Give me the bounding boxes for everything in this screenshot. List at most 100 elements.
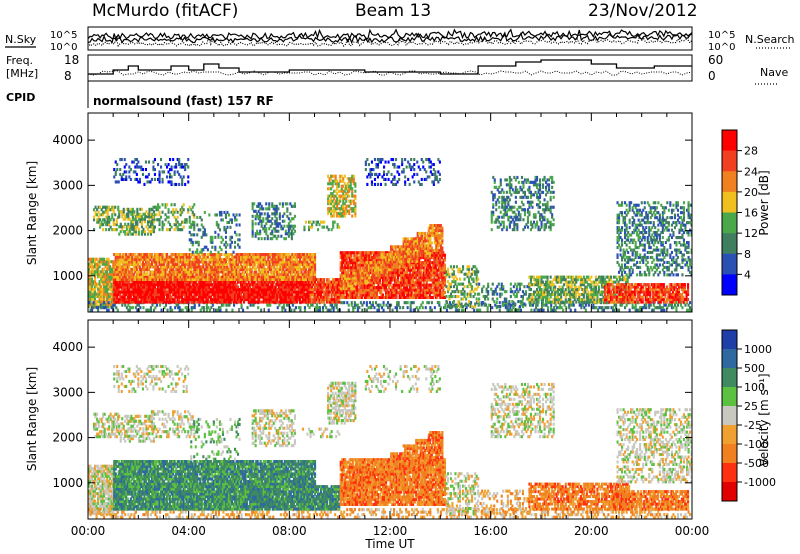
heatmap-cell: [108, 220, 111, 224]
heatmap-cell: [308, 277, 311, 281]
heatmap-cell: [184, 218, 187, 222]
heatmap-cell: [200, 295, 203, 299]
heatmap-cell: [163, 298, 166, 302]
heatmap-cell: [140, 300, 143, 304]
heatmap-cell: [314, 255, 317, 259]
heatmap-cell: [164, 258, 167, 262]
heatmap-cell: [179, 277, 182, 281]
heatmap-cell: [217, 265, 220, 269]
heatmap-cell: [351, 214, 354, 218]
heatmap-cell: [163, 265, 166, 269]
heatmap-cell: [172, 277, 175, 281]
heatmap-cell: [193, 260, 196, 264]
heatmap-cell: [95, 267, 98, 271]
heatmap-cell: [241, 275, 244, 279]
heatmap-cell: [338, 293, 341, 297]
heatmap-cell: [91, 262, 94, 266]
heatmap-cell: [94, 275, 97, 279]
heatmap-cell: [284, 232, 287, 236]
heatmap-cell: [270, 288, 273, 292]
heatmap-cell: [152, 300, 155, 304]
heatmap-cell: [188, 298, 191, 302]
heatmap-cell: [240, 280, 243, 284]
heatmap-cell: [169, 270, 172, 274]
heatmap-cell: [285, 280, 288, 284]
heatmap-cell: [206, 298, 209, 302]
heatmap-cell: [383, 283, 386, 287]
heatmap-cell: [689, 308, 692, 312]
heatmap-cell: [344, 291, 347, 295]
heatmap-cell: [113, 267, 116, 271]
heatmap-cell: [98, 292, 101, 296]
heatmap-cell: [218, 288, 222, 292]
heatmap-cell: [143, 280, 146, 284]
heatmap-cell: [593, 306, 596, 310]
heatmap-cell: [94, 282, 97, 286]
heatmap-cell: [301, 280, 305, 284]
heatmap-cell: [333, 194, 336, 198]
heatmap-cell: [160, 258, 163, 262]
heatmap-cell: [197, 260, 200, 264]
heatmap-cell: [288, 280, 291, 284]
heatmap-cell: [122, 280, 125, 284]
heatmap-cell: [226, 303, 230, 307]
heatmap-cell: [273, 262, 276, 266]
heatmap-cell: [271, 232, 274, 236]
heatmap-cell: [121, 225, 124, 229]
heatmap-cell: [109, 225, 112, 229]
heatmap-cell: [187, 210, 190, 214]
heatmap-cell: [255, 272, 258, 276]
heatmap-cell: [218, 275, 222, 279]
heatmap-cell: [342, 271, 345, 275]
heatmap-cell: [348, 253, 351, 257]
heatmap-cell: [312, 275, 315, 279]
heatmap-cell: [263, 212, 266, 216]
heatmap-cell: [229, 265, 232, 269]
heatmap-cell: [134, 258, 137, 262]
heatmap-cell: [203, 293, 206, 297]
noise-trace-line: [87, 34, 693, 48]
heatmap-cell: [448, 301, 452, 305]
heatmap-cell: [197, 300, 200, 304]
heatmap-cell: [260, 308, 263, 312]
heatmap-cell: [137, 295, 140, 299]
heatmap-cell: [130, 227, 133, 231]
heatmap-cell: [247, 285, 250, 289]
heatmap-cell: [252, 265, 255, 269]
heatmap-cell: [339, 261, 342, 265]
heatmap-cell: [134, 265, 137, 269]
heatmap-cell: [97, 295, 100, 299]
heatmap-cell: [190, 208, 193, 212]
heatmap-cell: [584, 303, 587, 307]
heatmap-cell: [229, 258, 232, 262]
heatmap-cell: [270, 270, 273, 274]
heatmap-cell: [679, 303, 683, 307]
heatmap-cell: [214, 275, 217, 279]
heatmap-cell: [348, 291, 351, 295]
heatmap-cell: [113, 303, 116, 307]
heatmap-cell: [569, 308, 572, 312]
heatmap-cell: [98, 300, 101, 304]
heatmap-cell: [138, 255, 141, 259]
heatmap-cell: [365, 308, 368, 312]
heatmap-cell: [94, 302, 97, 306]
heatmap-cell: [150, 283, 154, 287]
heatmap-cell: [116, 253, 119, 257]
heatmap-cell: [103, 277, 106, 281]
heatmap-cell: [230, 293, 234, 297]
heatmap-cell: [161, 228, 164, 232]
heatmap-cell: [164, 203, 167, 207]
heatmap-cell: [323, 303, 326, 307]
heatmap-cell: [191, 288, 194, 292]
heatmap-cell: [147, 290, 151, 294]
heatmap-cell: [139, 212, 142, 216]
heatmap-cell: [262, 280, 265, 284]
heatmap-cell: [297, 272, 300, 276]
heatmap-cell: [140, 230, 144, 234]
heatmap-cell: [129, 272, 132, 276]
heatmap-cell: [138, 300, 141, 304]
heatmap-cell: [134, 277, 137, 281]
heatmap-cell: [256, 255, 259, 259]
heatmap-cell: [170, 285, 173, 289]
heatmap-cell: [97, 260, 100, 264]
